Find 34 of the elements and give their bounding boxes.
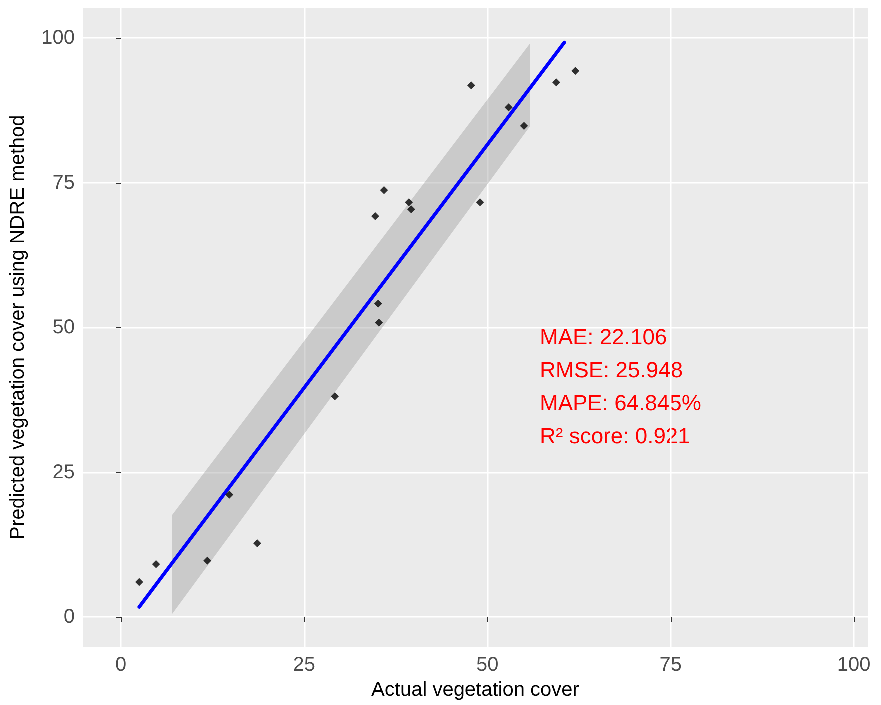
x-axis-title: Actual vegetation cover (372, 679, 580, 701)
point (476, 198, 484, 207)
point (135, 578, 144, 586)
point (407, 205, 416, 214)
y-tick-label: 100 (42, 27, 75, 50)
y-tick-label: 0 (64, 606, 75, 628)
y-tick-label: 50 (52, 316, 75, 339)
point (572, 67, 580, 76)
annotation: R² score: 0.921 (540, 424, 690, 448)
point (253, 539, 262, 548)
point (204, 556, 212, 565)
point (226, 490, 234, 499)
point (520, 122, 528, 130)
x-tick-label: 100 (837, 654, 871, 676)
y-tick-label: 25 (52, 461, 75, 484)
point (331, 392, 340, 400)
annotation: RMSE: 25.948 (540, 358, 684, 382)
point (552, 78, 560, 87)
point (375, 318, 384, 327)
point (380, 186, 388, 194)
x-tick-label: 50 (476, 654, 499, 676)
annotation: MAE: 22.106 (540, 324, 668, 350)
point (152, 560, 160, 568)
point (467, 82, 476, 90)
point (374, 300, 382, 308)
y-tick-label: 75 (52, 172, 75, 194)
point (504, 104, 513, 112)
x-tick-label: 0 (116, 654, 127, 676)
x-tick-label: 25 (293, 654, 316, 676)
point (371, 212, 380, 220)
x-tick-label: 75 (660, 654, 682, 676)
point (405, 198, 414, 207)
annotation: MAPE: 64.845% (540, 390, 702, 416)
y-axis-title: Predicted vegetation cover using NDRE method (7, 115, 29, 540)
